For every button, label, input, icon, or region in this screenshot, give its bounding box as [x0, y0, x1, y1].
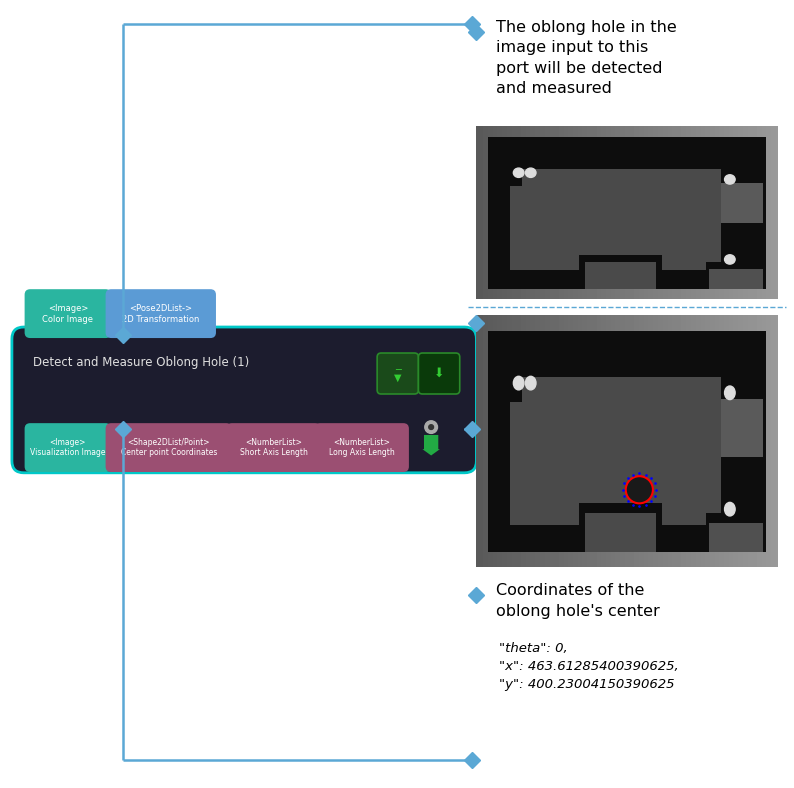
Circle shape: [425, 421, 437, 433]
FancyBboxPatch shape: [25, 289, 111, 338]
Text: ▼: ▼: [394, 374, 402, 383]
FancyBboxPatch shape: [106, 289, 216, 338]
Text: <NumberList>
Short Axis Length: <NumberList> Short Axis Length: [240, 438, 307, 457]
FancyBboxPatch shape: [418, 353, 460, 394]
Circle shape: [429, 425, 434, 429]
FancyBboxPatch shape: [106, 423, 232, 472]
Text: ─: ─: [395, 365, 401, 374]
Text: The oblong hole in the
image input to this
port will be detected
and measured: The oblong hole in the image input to th…: [496, 20, 677, 96]
Text: Coordinates of the
oblong hole's center: Coordinates of the oblong hole's center: [496, 583, 660, 619]
FancyBboxPatch shape: [226, 423, 321, 472]
Text: ⬇: ⬇: [434, 367, 445, 380]
Text: <NumberList>
Long Axis Length: <NumberList> Long Axis Length: [329, 438, 395, 457]
Text: <Pose2DList->
2D Transformation: <Pose2DList-> 2D Transformation: [122, 303, 199, 324]
FancyBboxPatch shape: [314, 423, 409, 472]
FancyArrow shape: [422, 435, 440, 455]
Text: Visualized output: Visualized output: [496, 315, 635, 330]
Text: "theta": 0,
"x": 463.61285400390625,
"y": 400.23004150390625: "theta": 0, "x": 463.61285400390625, "y"…: [499, 642, 678, 691]
Text: Detect and Measure Oblong Hole (1): Detect and Measure Oblong Hole (1): [33, 356, 249, 369]
Text: <Shape2DList/Point>
Center point Coordinates: <Shape2DList/Point> Center point Coordin…: [121, 438, 217, 457]
FancyBboxPatch shape: [377, 353, 418, 394]
FancyBboxPatch shape: [12, 327, 476, 473]
FancyBboxPatch shape: [25, 423, 111, 472]
Text: <Image>
Visualization Image: <Image> Visualization Image: [30, 438, 106, 457]
Text: <Image>
Color Image: <Image> Color Image: [42, 303, 94, 324]
